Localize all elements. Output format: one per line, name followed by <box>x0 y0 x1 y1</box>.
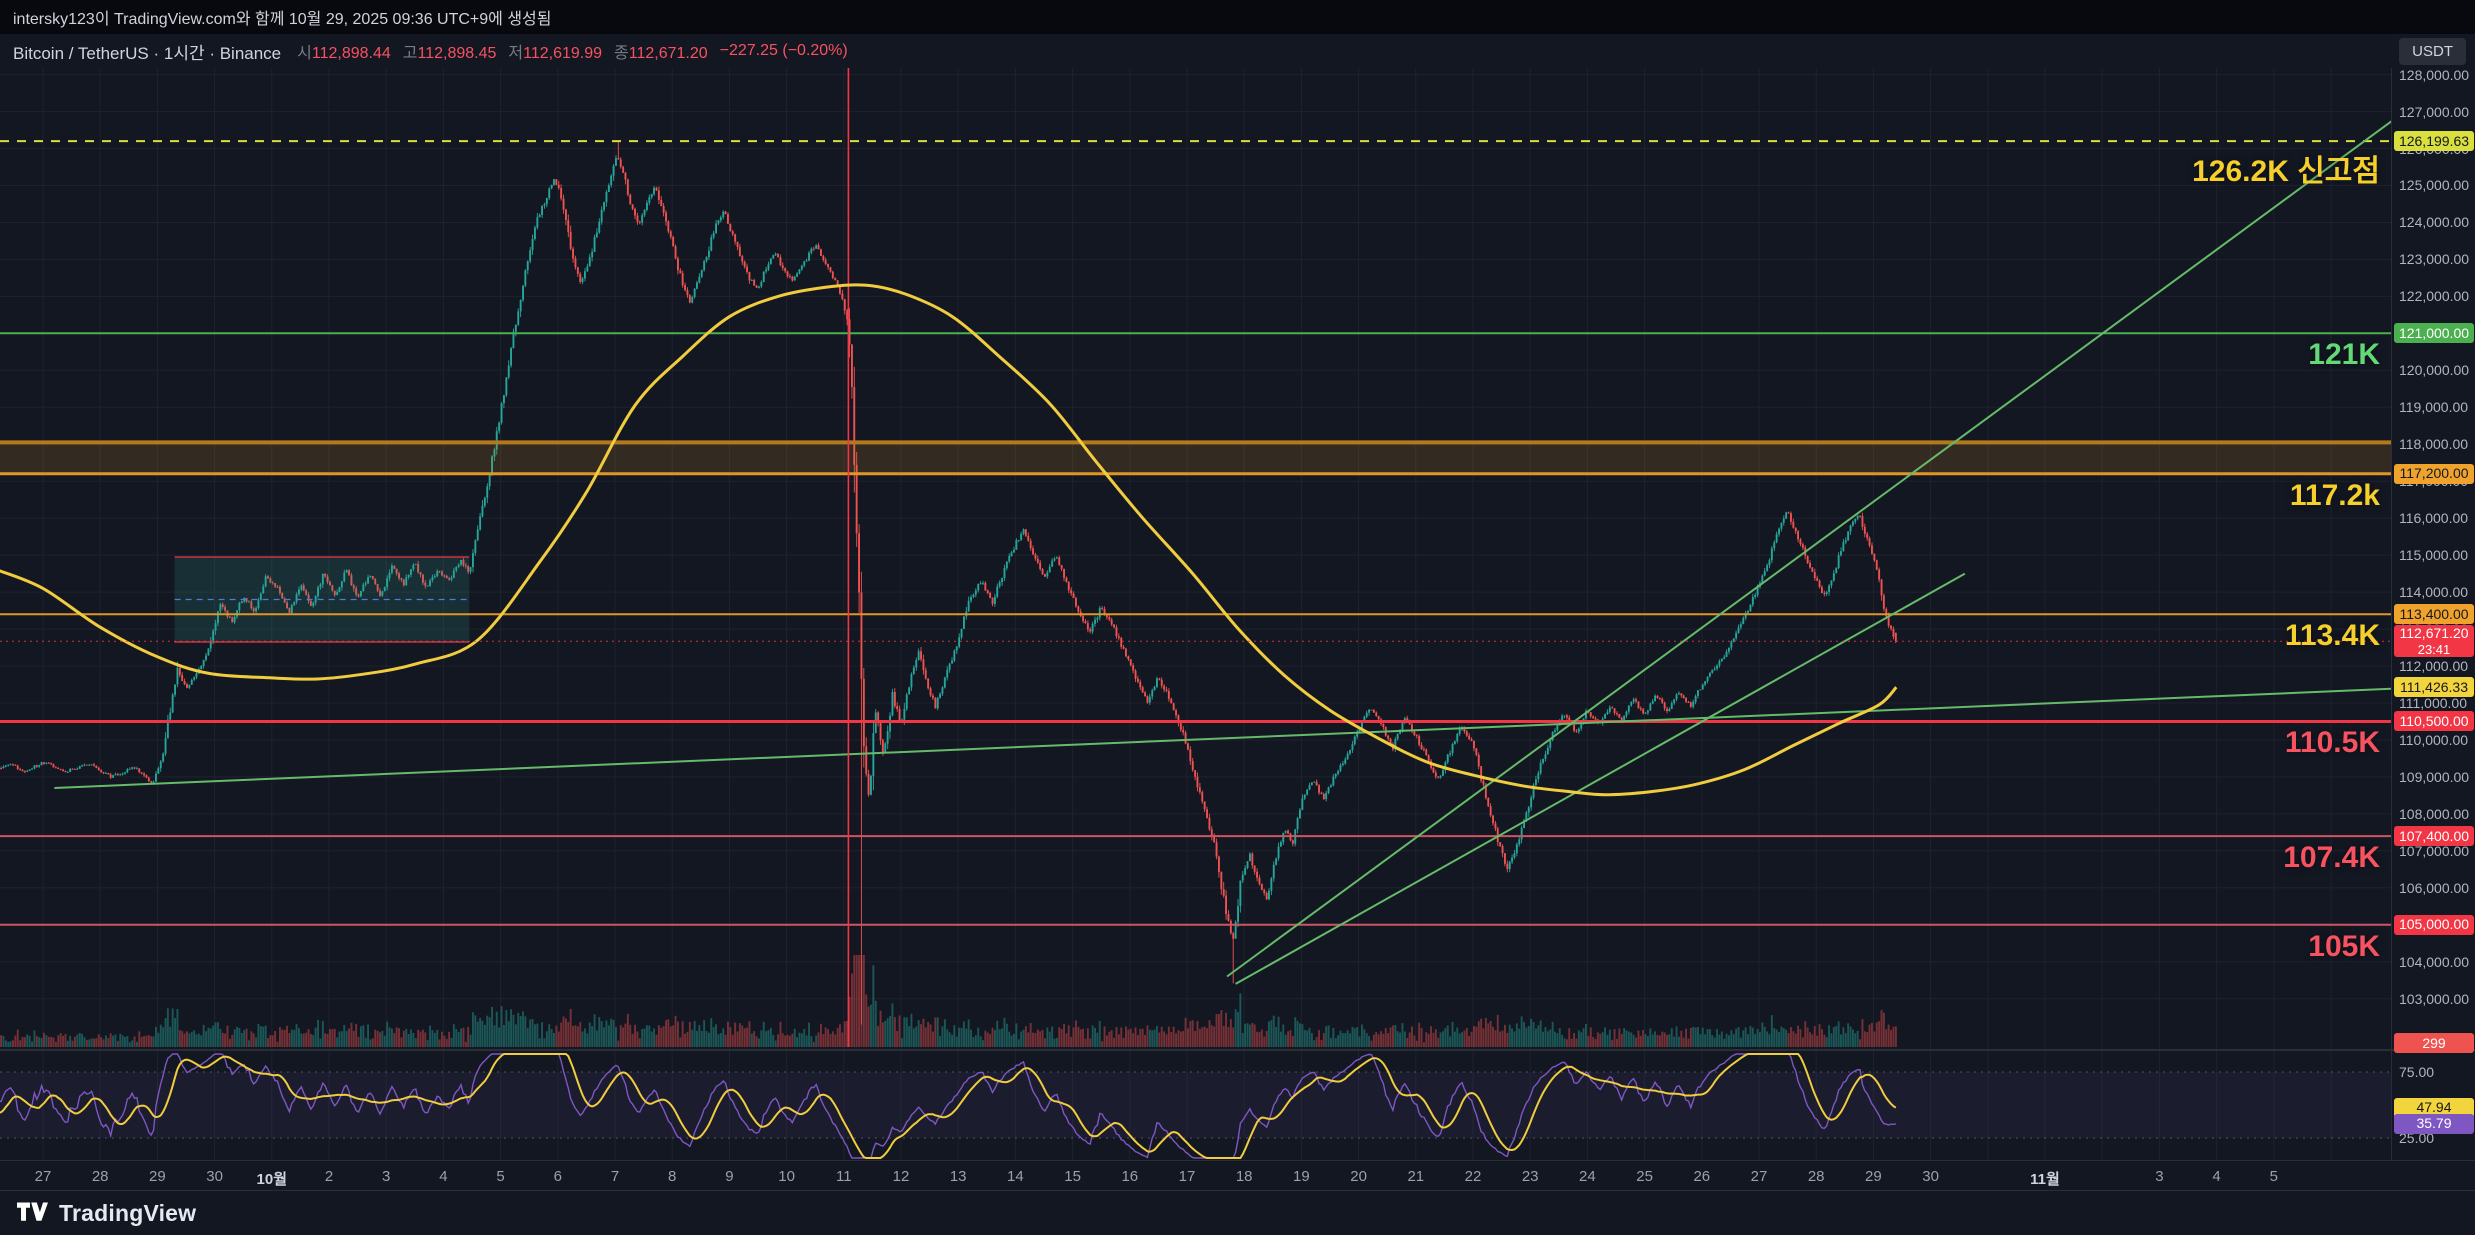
price-tick: 114,000.00 <box>2399 584 2469 601</box>
low-value: 112,619.99 <box>523 45 603 62</box>
tradingview-logo-icon[interactable] <box>17 1201 48 1226</box>
time-label: 20 <box>1350 1168 1367 1185</box>
rsi-tick: 75.00 <box>2399 1064 2435 1080</box>
open-label: 시 <box>297 45 312 62</box>
time-label: 6 <box>553 1168 562 1185</box>
time-label: 24 <box>1579 1168 1596 1185</box>
price-tick: 111,000.00 <box>2399 694 2467 711</box>
time-label: 23 <box>1521 1168 1539 1185</box>
volume-value-label: 299 <box>2394 1033 2474 1053</box>
price-tick: 118,000.00 <box>2399 436 2469 453</box>
price-axis[interactable]: 128,000.00127,000.00126,000.00125,000.00… <box>2391 66 2475 1160</box>
price-tick: 106,000.00 <box>2399 879 2470 896</box>
time-label: 2 <box>324 1168 334 1185</box>
time-label: 5 <box>2269 1168 2278 1185</box>
pane-separator[interactable] <box>0 1049 2475 1051</box>
price-tick: 103,000.00 <box>2399 990 2470 1007</box>
currency-button[interactable]: USDT <box>2399 37 2466 65</box>
price-tick: 112,000.00 <box>2399 658 2469 675</box>
time-label: 3 <box>2155 1168 2164 1185</box>
price-tick: 127,000.00 <box>2399 103 2470 120</box>
price-tick: 123,000.00 <box>2399 251 2470 268</box>
level-price-label: 105,000.00 <box>2394 914 2474 935</box>
price-tick: 125,000.00 <box>2399 177 2470 194</box>
time-label: 30 <box>1922 1168 1939 1185</box>
close-value: 112,671.20 <box>628 45 708 62</box>
ohlc-values: 시112,898.44 고112,898.45 저112,619.99 종112… <box>297 39 848 63</box>
time-label: 22 <box>1464 1168 1482 1185</box>
current-price-label: 112,671.20 23:41 <box>2394 625 2474 658</box>
close-label: 종 <box>614 45 629 62</box>
tradingview-wordmark[interactable]: TradingView <box>59 1199 197 1226</box>
price-tick: 124,000.00 <box>2399 214 2470 231</box>
price-tick: 104,000.00 <box>2399 953 2470 970</box>
level-price-label: 121,000.00 <box>2394 323 2474 344</box>
time-label: 18 <box>1235 1168 1253 1185</box>
price-tick: 116,000.00 <box>2399 510 2469 527</box>
time-label-month: 11월 <box>2030 1171 2060 1188</box>
open-value: 112,898.44 <box>311 45 391 62</box>
time-label: 27 <box>34 1168 52 1185</box>
time-label: 5 <box>496 1168 505 1185</box>
time-label: 16 <box>1121 1168 1139 1185</box>
level-price-label: 110,500.00 <box>2394 711 2474 732</box>
attribution-bar: intersky123이 TradingView.com와 함께 10월 29,… <box>0 0 2475 34</box>
time-label: 25 <box>1636 1168 1653 1185</box>
price-tick: 119,000.00 <box>2399 399 2469 416</box>
time-label: 9 <box>725 1168 734 1185</box>
level-price-label: 113,400.00 <box>2394 604 2474 625</box>
footer-bar: TradingView <box>0 1190 2475 1235</box>
price-tick: 120,000.00 <box>2399 362 2470 379</box>
price-tick: 128,000.00 <box>2399 66 2470 83</box>
time-label: 15 <box>1064 1168 1081 1185</box>
time-label: 28 <box>91 1168 109 1185</box>
symbol-header: Bitcoin / TetherUS · 1시간 · Binance 시112,… <box>0 34 2475 68</box>
level-price-label: 126,199.63 <box>2394 131 2474 152</box>
time-label: 4 <box>439 1168 448 1185</box>
symbol-title[interactable]: Bitcoin / TetherUS · 1시간 · Binance <box>13 43 282 63</box>
rsi-value-label: 35.79 <box>2394 1113 2474 1134</box>
ma-value-label: 111,426.33 <box>2394 677 2474 698</box>
time-label-month: 10월 <box>256 1171 288 1188</box>
price-tick: 108,000.00 <box>2399 805 2470 822</box>
time-label: 11 <box>836 1168 852 1185</box>
time-axis[interactable]: 27 28 29 30 10월 2 3 4 5 6 7 8 9 10 11 12 13 14 15 16 17 18 19 2… <box>0 1160 2475 1190</box>
time-label: 26 <box>1693 1168 1711 1185</box>
time-label: 4 <box>2212 1168 2221 1185</box>
rsi-tick: 25.00 <box>2399 1130 2435 1146</box>
high-value: 112,898.45 <box>417 45 497 62</box>
price-tick: 110,000.00 <box>2399 731 2469 748</box>
time-label: 13 <box>949 1168 967 1185</box>
attribution-text: intersky123이 TradingView.com와 함께 10월 29,… <box>13 11 552 28</box>
rsi-ma-value-label: 47.94 <box>2394 1097 2474 1118</box>
time-label: 14 <box>1007 1168 1024 1185</box>
level-price-label: 117,200.00 <box>2394 463 2474 484</box>
price-tick: 109,000.00 <box>2399 768 2470 785</box>
time-label: 19 <box>1293 1168 1310 1185</box>
time-label: 12 <box>892 1168 910 1185</box>
level-price-label: 107,400.00 <box>2394 826 2474 847</box>
time-label: 8 <box>668 1168 677 1185</box>
time-label: 29 <box>1865 1168 1882 1185</box>
high-label: 고 <box>402 45 418 62</box>
time-label: 17 <box>1178 1168 1196 1185</box>
time-label: 28 <box>1807 1168 1825 1185</box>
change-value: −227.25 (−0.20%) <box>719 42 848 59</box>
time-label: 3 <box>382 1168 391 1185</box>
time-label: 10 <box>778 1168 795 1185</box>
time-label: 29 <box>149 1168 166 1185</box>
time-label: 30 <box>206 1168 223 1185</box>
time-label: 27 <box>1750 1168 1768 1185</box>
price-tick: 115,000.00 <box>2399 547 2469 564</box>
low-label: 저 <box>508 45 524 62</box>
price-tick: 122,000.00 <box>2399 288 2470 305</box>
price-tick: 107,000.00 <box>2399 842 2470 859</box>
chart-canvas[interactable] <box>0 68 2391 1160</box>
time-label: 7 <box>610 1168 620 1185</box>
time-label: 21 <box>1407 1168 1425 1185</box>
